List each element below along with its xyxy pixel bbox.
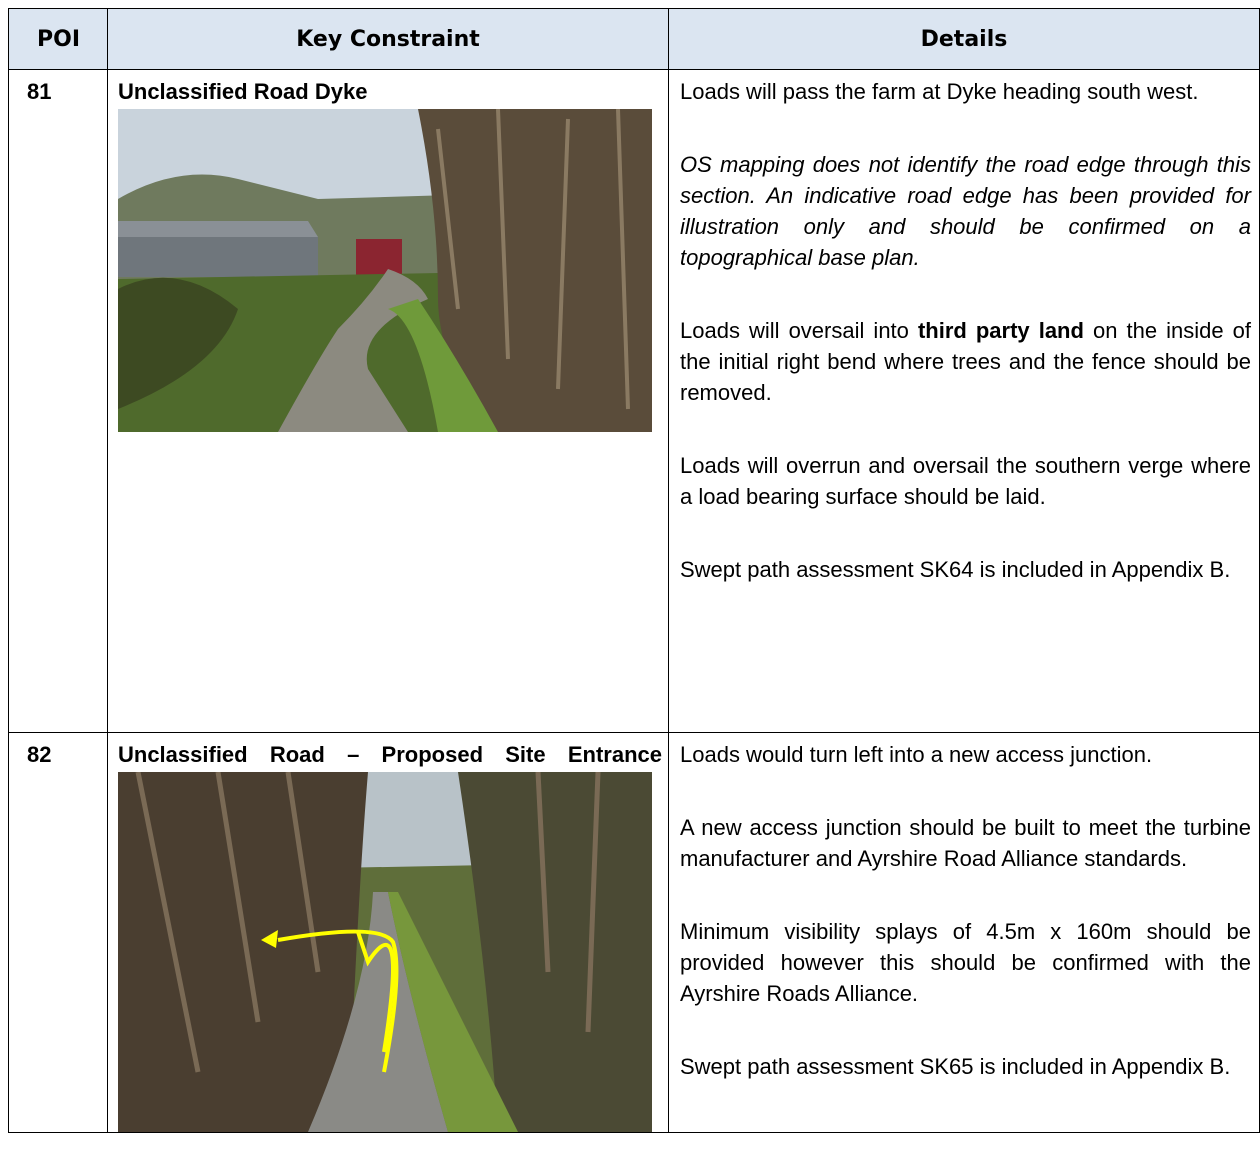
text: on the inside of the initial right bend … (680, 318, 1251, 405)
row: 81 Unclassified Road Dyke Loads will pas… (8, 69, 1260, 733)
constraint-cell: Unclassified Road – Proposed Site Entran… (107, 732, 669, 1133)
text: Swept path assessment SK65 is included i… (680, 1054, 1231, 1079)
text: Loads will pass the farm at Dyke heading… (680, 79, 1199, 104)
details-cell: Loads will pass the farm at Dyke heading… (668, 69, 1260, 733)
paragraph: Loads will pass the farm at Dyke heading… (680, 76, 1251, 107)
constraint-cell: Unclassified Road Dyke (107, 69, 669, 733)
paragraph: Loads would turn left into a new access … (680, 739, 1251, 770)
photo (118, 109, 652, 432)
details-cell: Loads would turn left into a new access … (668, 732, 1260, 1133)
paragraph: A new access junction should be built to… (680, 812, 1251, 874)
constraint: Unclassified Road Dyke (118, 79, 368, 104)
text: third party land (917, 318, 1084, 343)
header-cell: Key Constraint (107, 8, 669, 70)
paragraph: Swept path assessment SK64 is included i… (680, 554, 1251, 585)
constraint: Unclassified Road – Proposed Site Entran… (118, 742, 662, 767)
paragraph: Swept path assessment SK65 is included i… (680, 1051, 1251, 1082)
photo (118, 772, 652, 1132)
text: OS mapping does not identify the road ed… (680, 152, 1251, 270)
paragraph: OS mapping does not identify the road ed… (680, 149, 1251, 273)
poi-table: POI Key Constraint Details 81 Unclassifi… (8, 8, 1260, 1133)
poi-cell: 81 (8, 69, 108, 733)
paragraph: Minimum visibility splays of 4.5m x 160m… (680, 916, 1251, 1009)
header-row: POI Key Constraint Details (8, 8, 1260, 70)
paragraph: Loads will oversail into third party lan… (680, 315, 1251, 408)
text: Swept path assessment SK64 is included i… (680, 557, 1231, 582)
row: 82 Unclassified Road – Proposed Site Ent… (8, 732, 1260, 1133)
header-cell: POI (8, 8, 108, 70)
text: A new access junction should be built to… (680, 815, 1251, 871)
paragraph: Loads will overrun and oversail the sout… (680, 450, 1251, 512)
text: Loads will oversail into (680, 318, 918, 343)
header-cell: Details (668, 8, 1260, 70)
text: Loads will overrun and oversail the sout… (680, 453, 1251, 509)
text: Minimum visibility splays of 4.5m x 160m… (680, 919, 1251, 1006)
text: Loads would turn left into a new access … (680, 742, 1153, 767)
poi-cell: 82 (8, 732, 108, 1133)
